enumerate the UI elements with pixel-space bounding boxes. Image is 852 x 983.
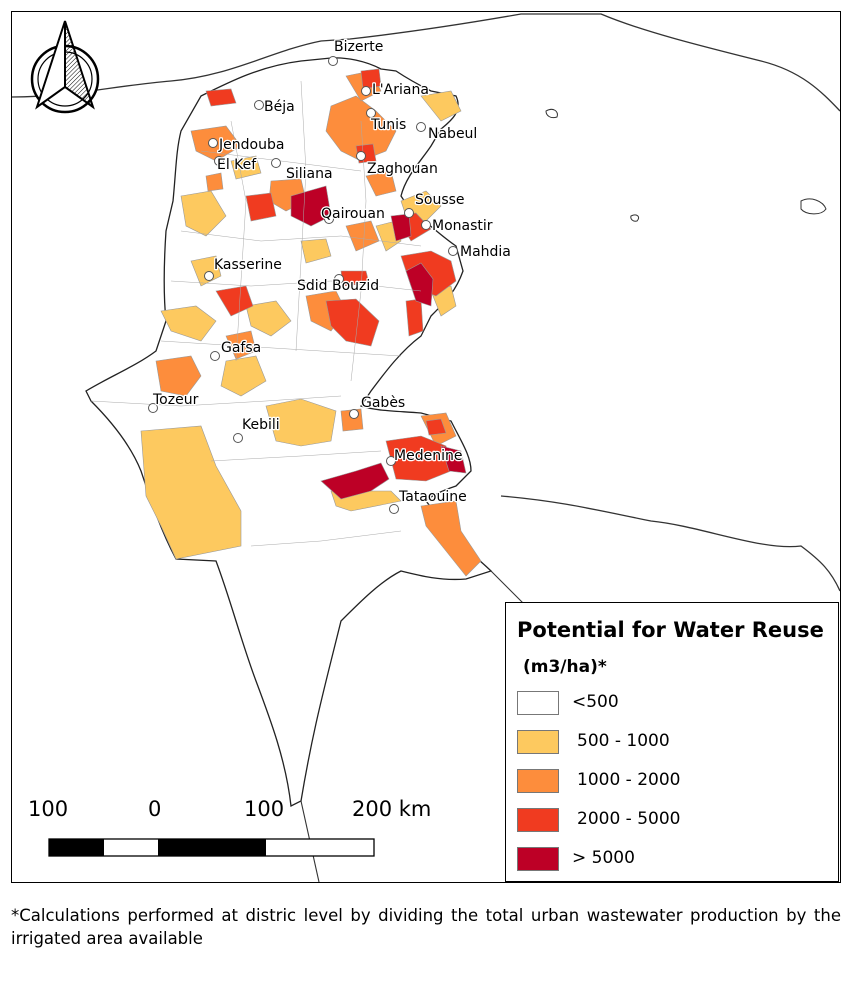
city-dot: [421, 220, 431, 230]
legend-item-class-5: > 5000: [517, 847, 817, 873]
city-dot: [254, 100, 264, 110]
legend-label: > 5000: [572, 848, 635, 868]
city-dot: [233, 433, 243, 443]
city-label-bizerte: Bizerte: [334, 39, 383, 55]
city-dot: [404, 208, 414, 218]
city-dot: [361, 86, 371, 96]
libya-border: [490, 570, 527, 607]
legend-swatch: [517, 691, 559, 715]
city-label-medenine: Medenine: [394, 448, 462, 464]
city-label-ariana: L'Ariana: [372, 82, 429, 98]
legend-subtitle: (m3/ha)*: [523, 657, 607, 677]
legend-item-class-2: 500 - 1000: [517, 730, 817, 756]
legend-swatch: [517, 730, 559, 754]
city-dot: [271, 158, 281, 168]
city-dot: [328, 56, 338, 66]
district-boundaries: [90, 80, 422, 547]
eastern-coastline: [500, 495, 840, 592]
footnote: *Calculations performed at distric level…: [11, 906, 841, 948]
city-dot: [204, 271, 214, 281]
scale-label: 100: [244, 797, 285, 821]
class-over-5000-districts: [290, 185, 467, 500]
legend-item-class-3: 1000 - 2000: [517, 769, 817, 795]
scale-label: 200 km: [352, 797, 432, 821]
city-markers: Bizerte L'Ariana Béja Tunis Nabeul Jendo…: [148, 38, 512, 514]
north-arrow-icon: [30, 20, 100, 114]
legend-item-class-1: <500: [517, 691, 817, 717]
scale-label: 0: [148, 797, 162, 821]
island-1: [800, 198, 827, 215]
scale-bar: [48, 838, 375, 857]
city-dot: [214, 156, 224, 166]
city-dot: [210, 351, 220, 361]
city-label-nabeul: Nabeul: [428, 126, 477, 142]
city-label-kasserine: Kasserine: [214, 257, 282, 273]
city-dot: [389, 504, 399, 514]
map-canvas: Bizerte L'Ariana Béja Tunis Nabeul Jendo…: [12, 13, 840, 882]
scale-label: 100: [28, 797, 69, 821]
city-dot: [208, 138, 218, 148]
legend-swatch: [517, 808, 559, 832]
city-label-sousse: Sousse: [415, 192, 465, 208]
city-label-zaghouan: Zaghouan: [367, 161, 438, 177]
city-label-tozeur: Tozeur: [152, 392, 199, 408]
city-label-sidi-bouzid: Sdid Bouzid: [297, 278, 379, 294]
city-label-monastir: Monastir: [432, 218, 493, 234]
island-2: [545, 108, 558, 119]
legend-label: <500: [572, 692, 619, 712]
northern-coastline: [12, 13, 840, 112]
legend-swatch: [517, 847, 559, 871]
map-legend: Potential for Water Reuse (m3/ha)* <500 …: [505, 602, 839, 882]
city-label-siliana: Siliana: [286, 166, 333, 182]
legend-label: 2000 - 5000: [577, 809, 681, 829]
city-label-qairouan: Qairouan: [321, 206, 385, 222]
city-label-tunis: Tunis: [370, 117, 406, 133]
city-label-tataouine: Tataouine: [398, 489, 467, 505]
city-dot: [324, 214, 334, 224]
city-label-kebili: Kebili: [242, 417, 280, 433]
island-3: [630, 214, 640, 222]
city-dot: [334, 274, 344, 284]
city-label-gafsa: Gafsa: [221, 340, 261, 356]
legend-item-class-4: 2000 - 5000: [517, 808, 817, 834]
city-dot: [356, 151, 366, 161]
legend-label: 500 - 1000: [577, 731, 670, 751]
city-label-gabes: Gabès: [361, 395, 405, 411]
city-dot: [349, 409, 359, 419]
legend-label: 1000 - 2000: [577, 770, 681, 790]
city-label-jendouba: Jendouba: [218, 137, 284, 153]
city-dot: [386, 456, 396, 466]
map-frame: Bizerte L'Ariana Béja Tunis Nabeul Jendo…: [11, 11, 841, 883]
city-label-el-kef: El Kef: [217, 157, 257, 173]
city-dot: [148, 403, 158, 413]
legend-swatch: [517, 769, 559, 793]
city-label-mahdia: Mahdia: [460, 244, 511, 260]
legend-title: Potential for Water Reuse: [517, 618, 824, 642]
city-dot: [448, 246, 458, 256]
city-dot: [416, 122, 426, 132]
city-label-beja: Béja: [264, 99, 295, 115]
city-dot: [366, 108, 376, 118]
